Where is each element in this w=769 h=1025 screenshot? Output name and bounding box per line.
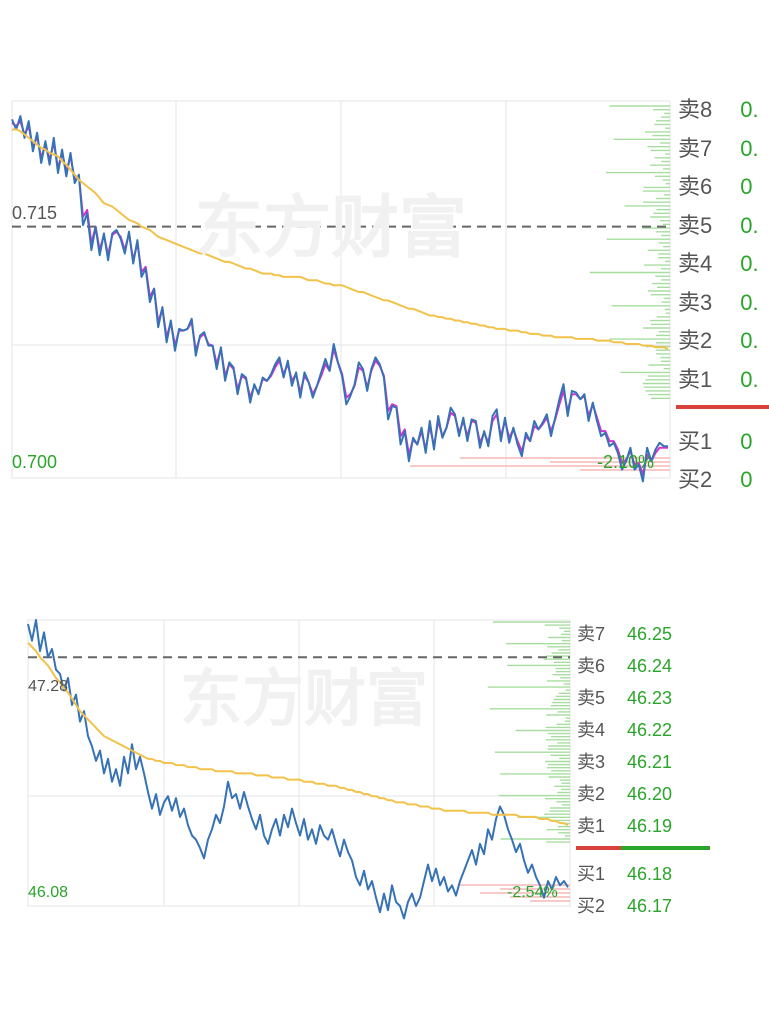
order-book-price: 0 bbox=[740, 467, 753, 492]
order-book-buy-row: 买1 0 bbox=[678, 424, 753, 456]
order-book-price: 46.21 bbox=[627, 752, 673, 772]
ref-price-label-bottom: 47.28 bbox=[28, 678, 69, 695]
order-book-level-label: 卖6 bbox=[678, 174, 713, 199]
order-book-sell-row: 卖5 46.23 bbox=[577, 684, 672, 710]
watermark-bottom: 东方财富 bbox=[180, 662, 429, 735]
order-book-price: 0. bbox=[740, 328, 759, 353]
order-book-price: 0. bbox=[740, 289, 759, 315]
order-book-price: 46.18 bbox=[627, 864, 673, 884]
order-book-price: 0. bbox=[740, 135, 759, 161]
order-book-level-label: 卖1 bbox=[678, 366, 713, 392]
order-book-sell-row: 卖7 46.25 bbox=[577, 620, 672, 646]
low-price-label-top: 0.700 bbox=[12, 452, 58, 472]
chart-bottom-svg bbox=[27, 619, 571, 920]
order-book-sell-row: 卖6 0 bbox=[678, 169, 753, 201]
order-book-sell-row: 卖1 46.19 bbox=[577, 812, 672, 838]
ref-price-label-top: 0.715 bbox=[12, 203, 58, 223]
order-book-level-label: 卖7 bbox=[577, 624, 606, 644]
order-book-level-label: 卖1 bbox=[577, 816, 606, 836]
intraday-chart-bottom: 东方财富 47.28 46.08 -2.54% 卖7 46.25 卖6 46.24 卖5… bbox=[0, 600, 769, 920]
order-book-sell-row: 卖5 0. bbox=[678, 208, 759, 240]
order-book-sell-row: 卖4 0. bbox=[678, 246, 759, 278]
average-price-line bbox=[12, 128, 669, 350]
change-pct-label-top: -2.10% bbox=[597, 452, 655, 472]
order-book-level-label: 卖4 bbox=[577, 720, 606, 740]
order-book-price: 46.17 bbox=[627, 896, 673, 916]
price-line bbox=[11, 115, 668, 483]
order-book-price: 0. bbox=[740, 366, 759, 392]
order-book-price: 0. bbox=[740, 251, 759, 276]
order-book-level-label: 买1 bbox=[678, 429, 713, 454]
order-book-level-label: 卖7 bbox=[678, 135, 713, 161]
order-book-price: 46.25 bbox=[627, 624, 673, 644]
order-book-buy-row: 买1 46.18 bbox=[577, 860, 672, 886]
order-book-price: 0 bbox=[740, 429, 753, 454]
order-book-level-label: 卖5 bbox=[577, 688, 606, 708]
order-book-price: 0 bbox=[740, 174, 753, 199]
order-book-level-label: 卖5 bbox=[678, 212, 713, 238]
order-book-level-label: 卖8 bbox=[678, 97, 713, 122]
order-book-level-label: 卖4 bbox=[678, 251, 713, 276]
intraday-chart-top: 东方财富 0.715 0.700 -2.10% 卖8 0. 卖7 0. 卖6 0 卖5 0. 卖… bbox=[0, 0, 769, 500]
bid-ask-separator-bottom bbox=[576, 846, 710, 850]
order-book-level-label: 卖3 bbox=[577, 752, 606, 772]
chart-top-svg bbox=[11, 100, 671, 483]
average-price-line bbox=[27, 642, 569, 827]
order-book-level-label: 卖3 bbox=[678, 289, 713, 315]
order-book-sell-row: 卖2 0. bbox=[678, 323, 759, 355]
order-book-sell-row: 卖3 0. bbox=[678, 285, 759, 317]
order-book-buy-row: 买2 46.17 bbox=[577, 892, 672, 918]
low-price-label-bottom: 46.08 bbox=[28, 884, 69, 901]
order-book-sell-row: 卖2 46.20 bbox=[577, 780, 672, 806]
order-book-price: 46.24 bbox=[627, 656, 673, 676]
change-pct-label-bottom: -2.54% bbox=[507, 884, 558, 901]
order-book-buy-row: 买2 0 bbox=[678, 462, 753, 494]
order-book-sell-row: 卖4 46.22 bbox=[577, 716, 672, 742]
order-book-price: 46.20 bbox=[627, 784, 673, 804]
order-book-price: 0. bbox=[740, 212, 759, 238]
order-book-level-label: 卖2 bbox=[577, 784, 606, 804]
order-book-price: 46.19 bbox=[627, 816, 673, 836]
price-line bbox=[27, 619, 569, 920]
order-book-level-label: 买1 bbox=[577, 864, 606, 884]
order-book-sell-row: 卖6 46.24 bbox=[577, 652, 672, 678]
order-book-sell-row: 卖8 0. bbox=[678, 92, 759, 124]
order-book-sell-row: 卖3 46.21 bbox=[577, 748, 672, 774]
order-book-sell-row: 卖1 0. bbox=[678, 362, 759, 394]
order-book-level-label: 买2 bbox=[577, 896, 606, 916]
order-book-level-label: 卖6 bbox=[577, 656, 606, 676]
order-book-price: 46.22 bbox=[627, 720, 673, 740]
order-book-price: 46.23 bbox=[627, 688, 673, 708]
order-book-price: 0. bbox=[740, 97, 759, 122]
bid-ask-separator-top bbox=[676, 405, 769, 409]
order-book-level-label: 买2 bbox=[678, 467, 713, 492]
order-book-level-label: 卖2 bbox=[678, 328, 713, 353]
order-book-sell-row: 卖7 0. bbox=[678, 131, 759, 163]
watermark-top: 东方财富 bbox=[195, 188, 468, 268]
